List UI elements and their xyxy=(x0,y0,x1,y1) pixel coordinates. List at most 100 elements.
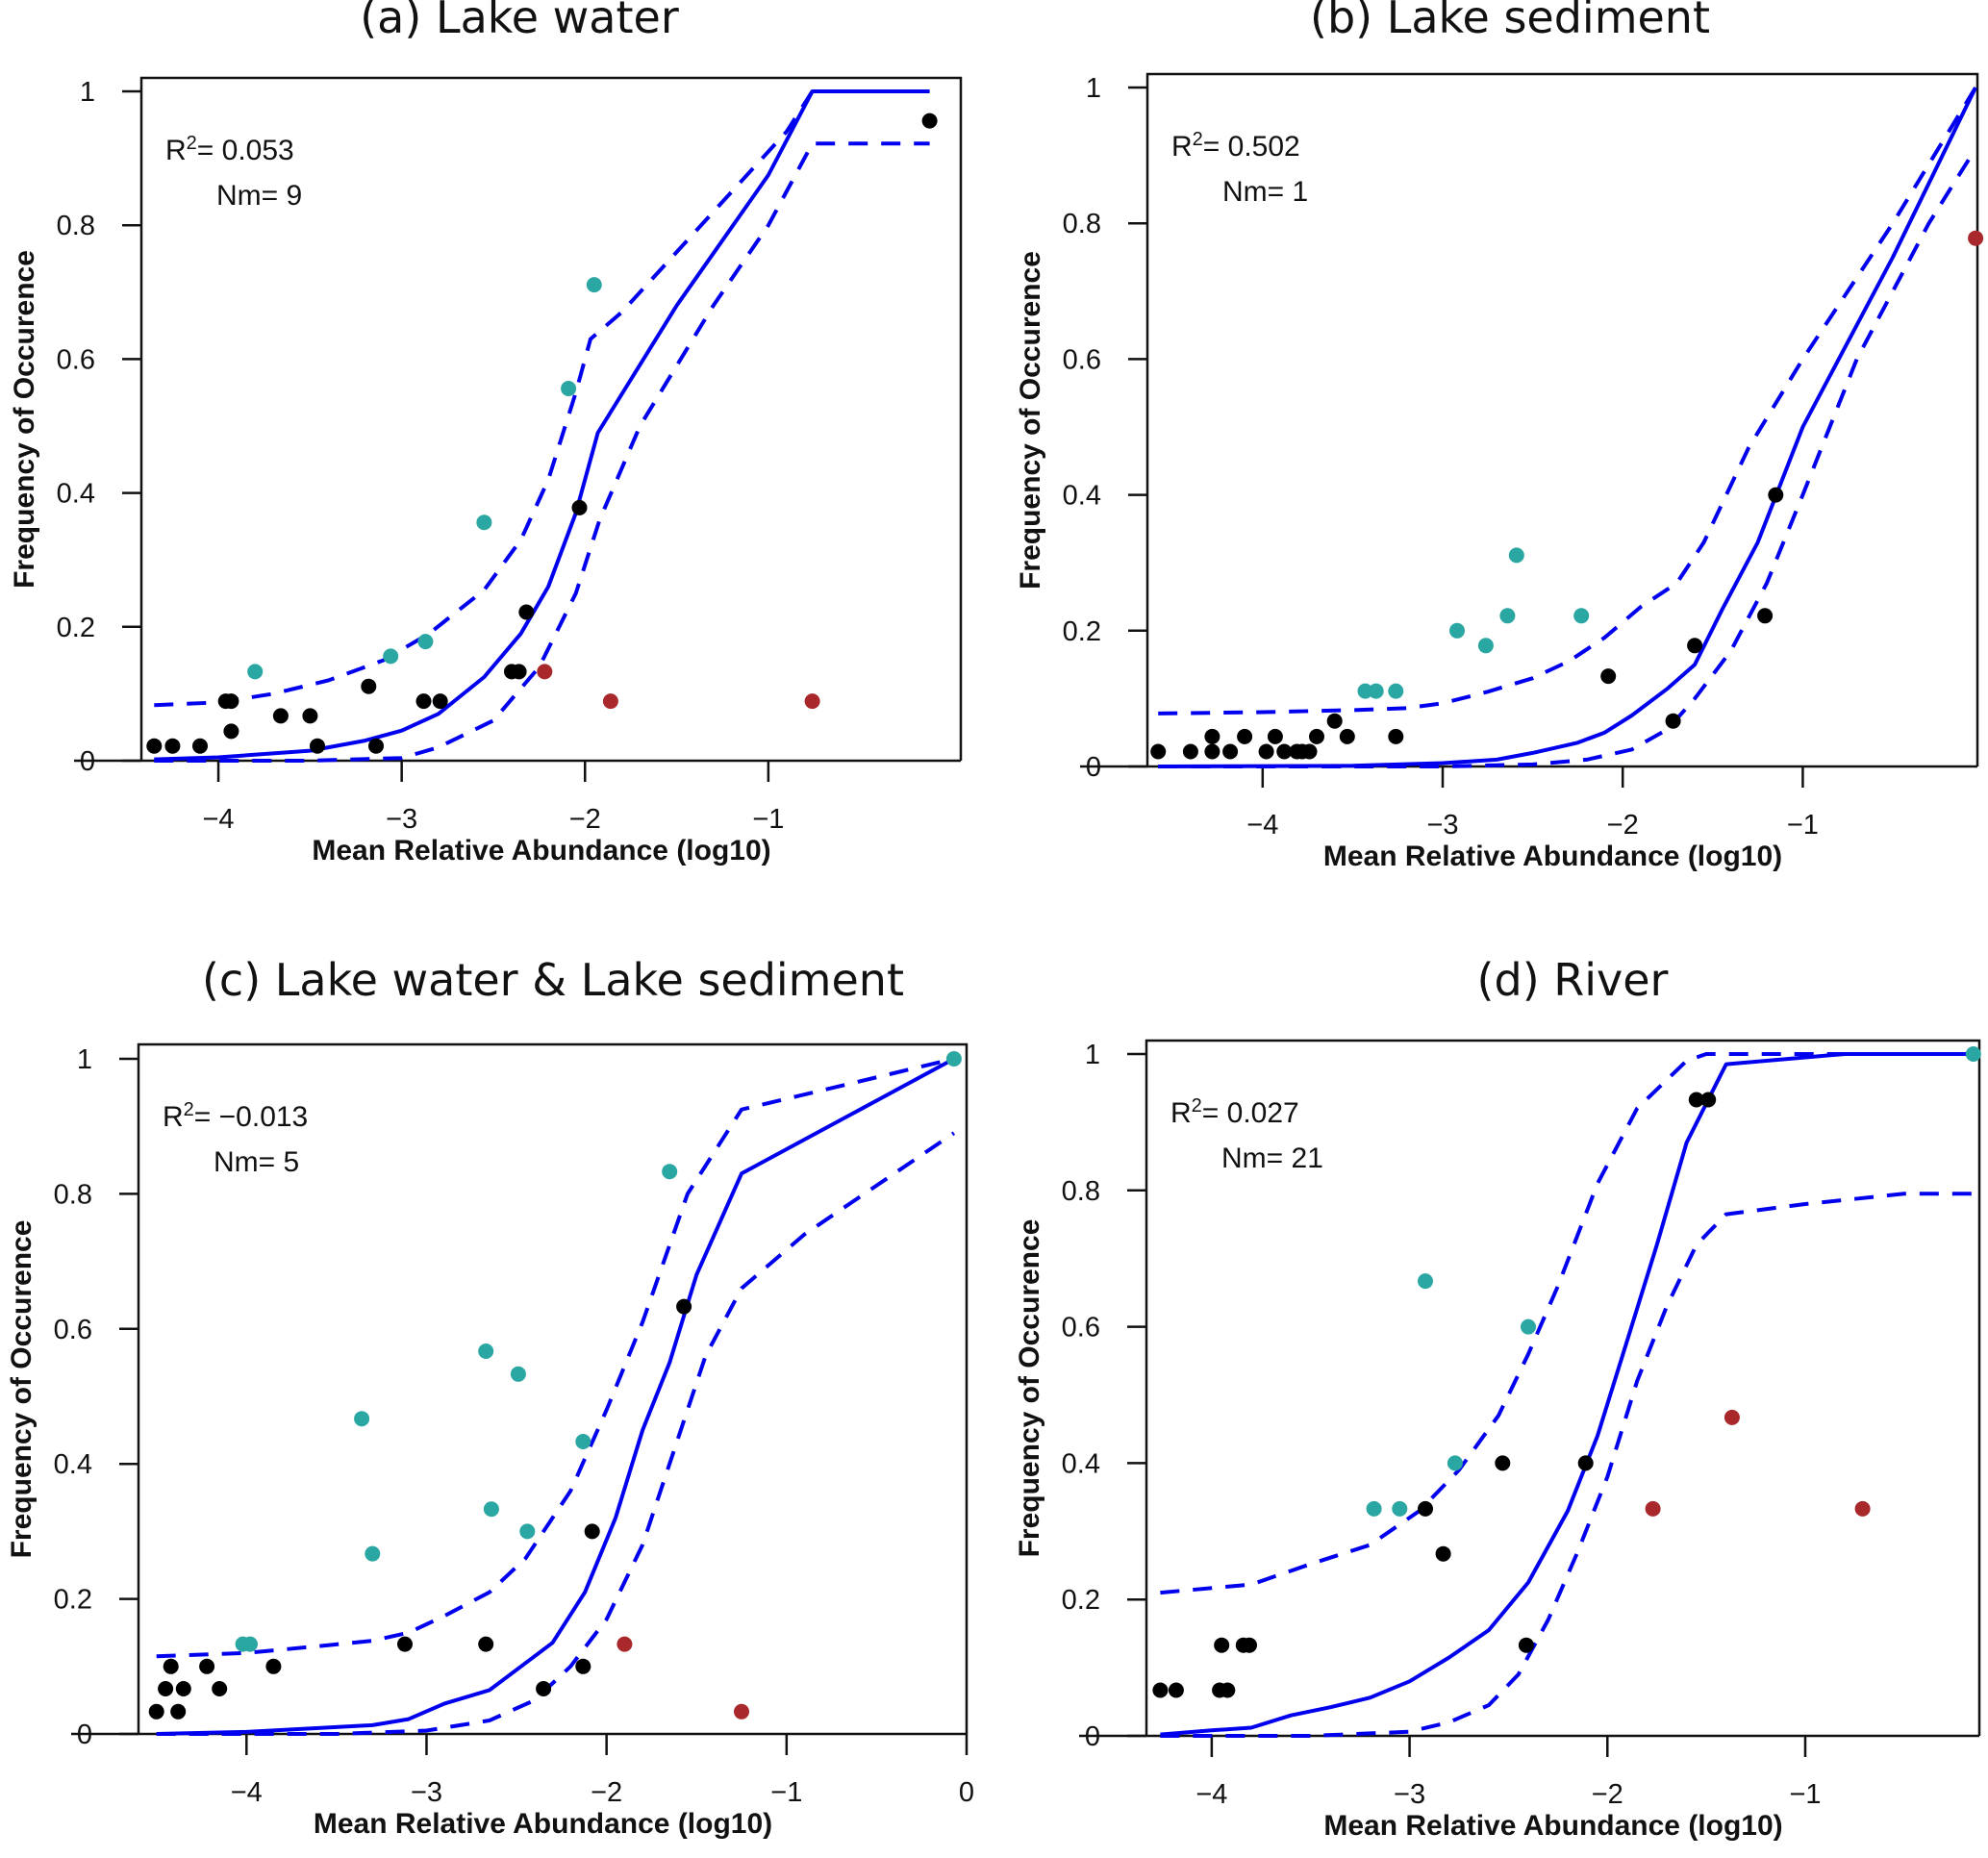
y-tick-label: 0.6 xyxy=(57,344,95,375)
x-tick-label: −1 xyxy=(1787,810,1819,841)
data-point-above xyxy=(383,648,399,665)
data-point-above xyxy=(1965,1046,1981,1062)
y-tick-label: 1 xyxy=(1086,73,1101,104)
data-point-neutral xyxy=(1242,1637,1257,1653)
data-point-neutral xyxy=(1339,728,1355,744)
r-squared-annotation: R2= 0.053 xyxy=(165,133,294,166)
data-point-neutral xyxy=(1768,487,1784,503)
data-point-below xyxy=(1645,1500,1661,1517)
data-point-above xyxy=(1366,1500,1382,1517)
data-point-neutral xyxy=(1222,743,1239,760)
data-point-neutral xyxy=(584,1523,600,1540)
y-tick-label: 0.8 xyxy=(1062,1176,1100,1207)
x-axis-label: Mean Relative Abundance (log10) xyxy=(1323,1810,1782,1842)
data-point-below xyxy=(804,693,820,710)
data-point-neutral xyxy=(518,604,535,620)
y-axis-label: Frequency of Occurence xyxy=(1015,251,1046,590)
data-point-above xyxy=(247,664,264,680)
data-point-above xyxy=(586,277,602,293)
data-point-neutral xyxy=(1204,728,1220,744)
r-squared-value: = −0.013 xyxy=(194,1101,308,1133)
data-point-neutral xyxy=(302,708,318,724)
data-point-neutral xyxy=(192,738,208,754)
x-tick-label: −4 xyxy=(231,1777,263,1808)
r-squared-annotation: R2= 0.027 xyxy=(1170,1095,1299,1129)
chart-title: (a) Lake water xyxy=(360,0,679,43)
r-squared-superscript: 2 xyxy=(1193,129,1203,150)
data-point-below xyxy=(734,1703,749,1720)
y-tick-label: 0 xyxy=(1086,752,1101,783)
data-point-above xyxy=(575,1434,591,1449)
data-point-below xyxy=(1724,1409,1740,1425)
data-point-above xyxy=(1508,547,1524,564)
x-tick-label: −2 xyxy=(591,1777,622,1808)
data-point-neutral xyxy=(1182,743,1198,760)
data-point-above xyxy=(476,515,492,531)
neutral-fit-line xyxy=(1160,1052,1974,1737)
y-tick-label: 1 xyxy=(77,1044,92,1075)
data-point-neutral xyxy=(1577,1455,1594,1471)
data-point-neutral xyxy=(1220,1682,1236,1698)
chart-panel-c: (c) Lake water & Lake sediment 0 0.2 0.4 0.6… xyxy=(6,954,974,1840)
nm-annotation: Nm= 21 xyxy=(1221,1142,1323,1174)
y-tick-label: 0.2 xyxy=(54,1585,92,1616)
r-squared-label: R xyxy=(1171,131,1193,163)
x-tick-label: −3 xyxy=(1394,1779,1425,1810)
data-point-above xyxy=(1388,683,1404,699)
data-point-above xyxy=(1521,1318,1536,1335)
data-point-above xyxy=(365,1545,381,1562)
r-squared-value: = 0.027 xyxy=(1202,1097,1299,1129)
neutral-fit-line xyxy=(154,89,930,762)
y-tick-label: 0 xyxy=(80,746,95,777)
data-point-neutral xyxy=(163,1658,179,1674)
data-point-neutral xyxy=(199,1658,215,1674)
data-point-neutral xyxy=(1665,713,1681,729)
data-point-neutral xyxy=(1150,743,1167,760)
y-tick-label: 0.4 xyxy=(54,1449,92,1480)
plot-frame xyxy=(137,1042,969,1734)
data-point-above xyxy=(945,1051,962,1067)
r-squared-value: = 0.053 xyxy=(197,135,294,166)
x-tick-label: 0 xyxy=(959,1777,974,1808)
data-point-neutral xyxy=(1518,1637,1534,1653)
data-point-above xyxy=(242,1636,258,1652)
data-point-neutral xyxy=(265,1658,282,1674)
data-point-neutral xyxy=(432,693,448,710)
data-point-neutral xyxy=(1418,1500,1433,1517)
x-tick-label: −1 xyxy=(1789,1779,1821,1810)
data-point-neutral xyxy=(1301,743,1318,760)
data-point-above xyxy=(483,1501,499,1518)
chart-title: (b) Lake sediment xyxy=(1310,0,1710,43)
data-point-neutral xyxy=(223,723,239,740)
data-point-neutral xyxy=(1435,1545,1451,1562)
x-tick-label: −2 xyxy=(569,804,601,835)
data-point-neutral xyxy=(571,499,588,515)
y-tick-label: 0.4 xyxy=(1063,481,1101,512)
y-tick-label: 0 xyxy=(1085,1721,1100,1752)
y-tick-label: 0.6 xyxy=(1063,344,1101,375)
y-tick-label: 0.8 xyxy=(57,211,95,241)
data-point-neutral xyxy=(536,1681,552,1696)
x-axis-label: Mean Relative Abundance (log10) xyxy=(312,835,770,866)
x-tick-label: −1 xyxy=(752,804,784,835)
r-squared-label: R xyxy=(165,135,187,166)
ci-lower-line xyxy=(156,1131,956,1736)
data-point-neutral xyxy=(1388,728,1404,744)
y-tick-label: 1 xyxy=(1085,1040,1100,1070)
r-squared-annotation: R2= −0.013 xyxy=(163,1099,308,1133)
chart-title: (c) Lake water & Lake sediment xyxy=(202,954,904,1006)
ci-upper-line xyxy=(1160,1052,1974,1595)
data-point-above xyxy=(1447,1455,1463,1471)
data-point-neutral xyxy=(175,1681,191,1696)
data-point-below xyxy=(1968,230,1984,246)
data-point-neutral xyxy=(1237,728,1253,744)
data-point-neutral xyxy=(1495,1455,1511,1471)
x-tick-label: −2 xyxy=(1607,810,1639,841)
data-point-neutral xyxy=(415,693,432,710)
x-tick-label: −3 xyxy=(411,1777,442,1808)
data-point-above xyxy=(1392,1500,1408,1517)
r-squared-label: R xyxy=(163,1101,184,1133)
data-point-neutral xyxy=(1688,1092,1704,1108)
data-point-neutral xyxy=(676,1298,692,1315)
